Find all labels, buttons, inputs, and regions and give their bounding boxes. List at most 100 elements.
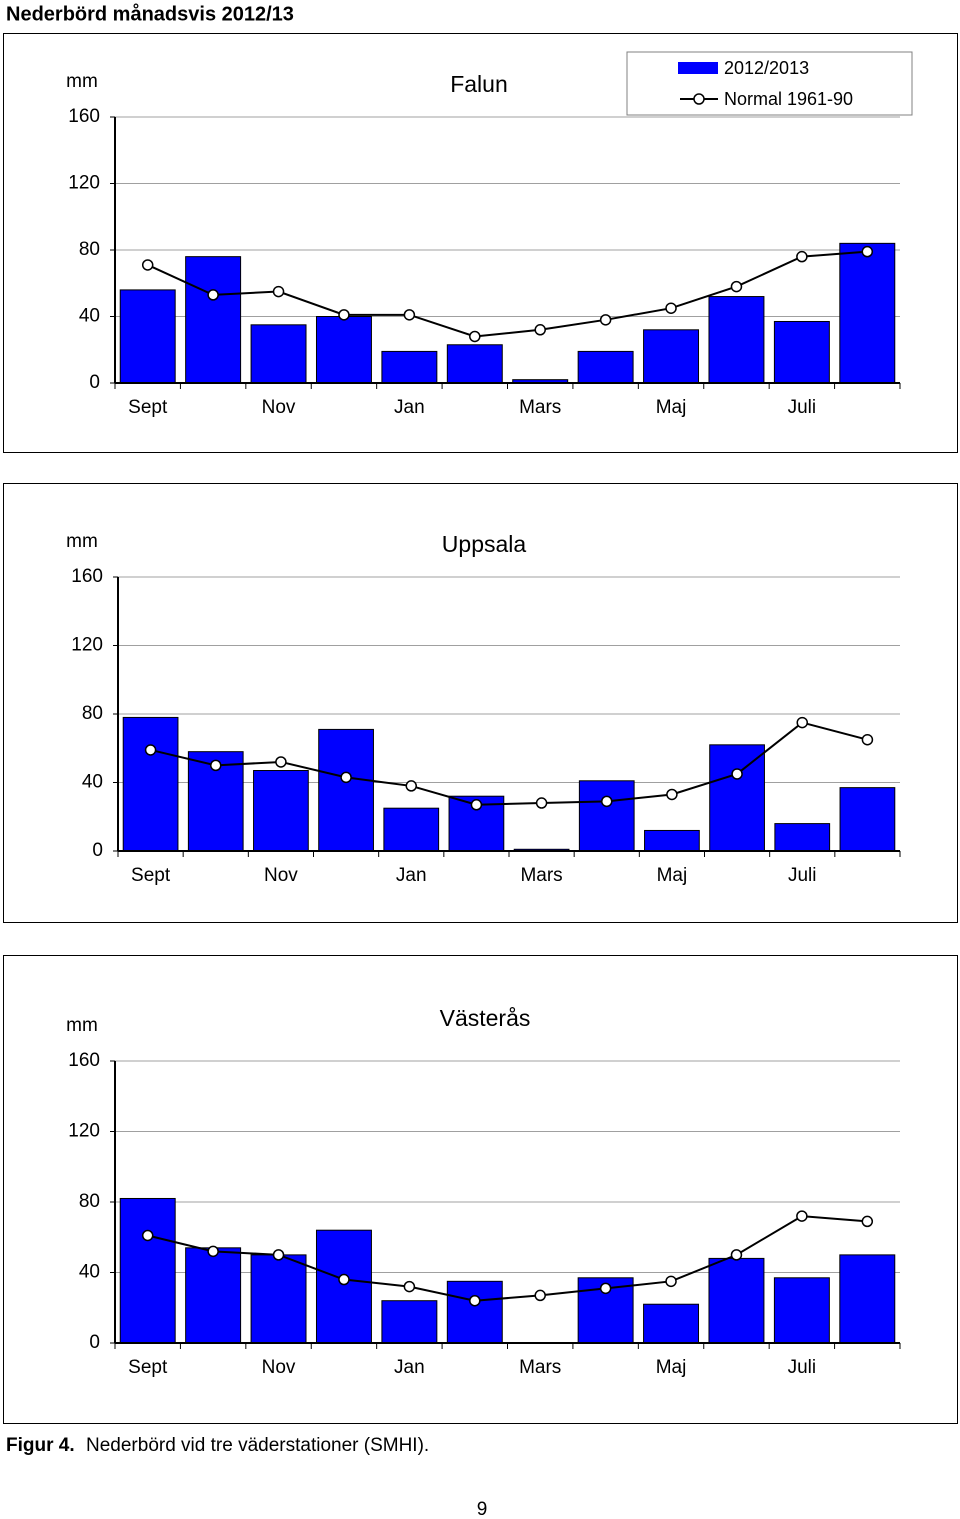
bar	[578, 780, 635, 852]
line-marker	[338, 309, 350, 321]
y-tick-label: 160	[68, 106, 100, 127]
line-marker	[599, 1282, 612, 1295]
bar	[839, 242, 896, 384]
line-marker	[665, 1275, 677, 1288]
y-tick-label: 40	[79, 306, 100, 327]
bar	[709, 744, 765, 852]
legend-box	[626, 51, 913, 116]
caption-text: Nederbörd vid tre väderstationer (SMHI).	[86, 1435, 429, 1456]
y-tick-label: 120	[71, 635, 103, 656]
y-tick-label: 80	[82, 703, 103, 724]
line-marker	[601, 795, 613, 808]
x-tick-label: Maj	[656, 1357, 687, 1378]
line-marker	[796, 250, 808, 263]
x-tick-label: Mars	[519, 1357, 561, 1378]
line-marker	[207, 289, 219, 301]
chart-title: Falun	[450, 71, 508, 97]
bar	[773, 320, 830, 384]
line-marker	[535, 797, 548, 809]
line-marker	[275, 756, 287, 768]
bar	[774, 823, 831, 852]
x-tick-label: Jan	[394, 1357, 425, 1378]
line-marker	[141, 259, 154, 271]
chart-frame	[3, 955, 958, 1424]
line	[147, 1215, 868, 1302]
line-marker	[210, 759, 222, 772]
x-tick-label: Jan	[396, 865, 427, 886]
line-marker	[534, 324, 546, 336]
bar	[643, 329, 700, 384]
bar	[643, 1303, 700, 1344]
line-marker	[144, 744, 157, 756]
x-tick-label: Sept	[131, 865, 171, 886]
x-tick-label: Jan	[394, 397, 425, 418]
chart-frame	[3, 33, 958, 453]
line-marker	[207, 1245, 219, 1258]
y-tick-label: 0	[89, 372, 100, 393]
bar	[708, 296, 765, 384]
page-number: 9	[477, 1499, 488, 1519]
x-tick-label: Mars	[520, 865, 562, 886]
line-marker	[340, 771, 352, 784]
bar	[122, 716, 179, 852]
bar	[253, 770, 309, 852]
y-tick-label: 160	[71, 566, 103, 587]
line-marker	[141, 1229, 154, 1242]
line-marker	[534, 1289, 546, 1302]
bar	[185, 1247, 242, 1344]
line-marker	[730, 280, 743, 293]
bar	[381, 350, 438, 384]
caption-label: Figur 4.	[6, 1435, 75, 1456]
line-marker	[731, 768, 743, 780]
bar	[119, 1197, 176, 1344]
line-marker	[338, 1273, 350, 1286]
line-marker	[272, 285, 285, 298]
line-marker	[796, 1210, 808, 1222]
x-tick-label: Maj	[657, 865, 688, 886]
line-marker	[272, 1249, 285, 1261]
line-marker	[861, 733, 874, 746]
y-axis-label: mm	[66, 531, 98, 552]
line-marker	[403, 309, 416, 321]
bar	[644, 829, 700, 852]
chart-frame	[3, 483, 958, 923]
y-tick-label: 0	[89, 1332, 100, 1353]
line	[150, 721, 868, 806]
legend-swatch	[678, 62, 718, 74]
line-marker	[469, 330, 481, 343]
x-tick-label: Mars	[519, 397, 561, 418]
line	[147, 250, 868, 338]
chart-title: Västerås	[440, 1005, 531, 1031]
x-tick-label: Nov	[262, 1357, 296, 1378]
line-marker	[730, 1249, 743, 1261]
bar	[839, 787, 896, 852]
legend-label: Normal 1961-90	[724, 89, 853, 109]
bar	[315, 316, 372, 384]
bar	[773, 1277, 830, 1344]
line-marker	[796, 716, 808, 729]
x-tick-label: Sept	[128, 397, 168, 418]
line-marker	[470, 799, 483, 811]
y-tick-label: 80	[79, 239, 100, 260]
y-tick-label: 40	[82, 772, 103, 793]
bar	[119, 289, 176, 384]
y-tick-label: 80	[79, 1191, 100, 1212]
x-tick-label: Juli	[788, 865, 817, 886]
y-tick-label: 40	[79, 1262, 100, 1283]
bar	[577, 350, 634, 384]
bar	[839, 1254, 896, 1344]
chart-title: Uppsala	[442, 531, 527, 557]
x-tick-label: Sept	[128, 1357, 168, 1378]
bar	[250, 324, 307, 384]
x-tick-label: Juli	[788, 1357, 817, 1378]
line-marker	[666, 788, 678, 801]
y-tick-label: 120	[68, 173, 100, 194]
line-marker	[599, 314, 612, 326]
bar	[708, 1257, 765, 1344]
line-marker	[665, 302, 677, 314]
bar	[383, 807, 440, 852]
line-marker	[861, 245, 874, 258]
bar	[381, 1300, 438, 1344]
page-title: Nederbörd månadsvis 2012/13	[6, 2, 294, 25]
line-marker	[469, 1294, 481, 1307]
